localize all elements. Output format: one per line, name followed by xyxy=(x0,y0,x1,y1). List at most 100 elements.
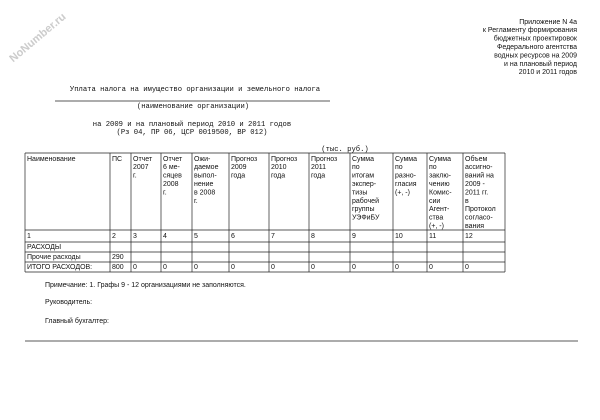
column-header: ваний на xyxy=(465,172,494,180)
column-header: Прогноз xyxy=(311,156,337,163)
column-header: в 2008 xyxy=(194,189,215,196)
column-header: ПС xyxy=(112,156,122,163)
column-header: ства xyxy=(429,215,443,222)
appendix-line: и на плановый период xyxy=(504,60,577,68)
column-number: 7 xyxy=(271,233,275,240)
column-header: Отчет xyxy=(163,156,183,163)
column-header: (+, -) xyxy=(429,223,444,230)
column-header: нение xyxy=(194,181,214,188)
column-header: Сумма xyxy=(395,156,417,163)
column-header: 6 ме- xyxy=(163,164,181,171)
column-header: ассигно- xyxy=(465,164,493,171)
column-header: Ожи- xyxy=(194,156,211,163)
column-number: 11 xyxy=(429,233,436,240)
row-value: 0 xyxy=(429,264,433,271)
column-header: г. xyxy=(194,198,198,205)
column-header: УЭФиБУ xyxy=(352,215,380,222)
row-value: 0 xyxy=(271,264,275,271)
column-header: (+, -) xyxy=(395,189,410,196)
column-header: тизы xyxy=(352,189,367,196)
column-header: итогам xyxy=(352,173,374,180)
column-header: выпол- xyxy=(194,173,217,180)
column-header: Отчет xyxy=(133,156,153,163)
row-value: 0 xyxy=(311,264,315,271)
column-header: 2008 xyxy=(163,181,179,188)
column-header: 2011 гг. xyxy=(465,189,488,196)
column-header: Агент- xyxy=(429,206,450,213)
column-header: 2010 xyxy=(271,164,287,171)
row-code: 290 xyxy=(112,254,124,261)
column-header: сии xyxy=(429,198,440,205)
column-number: 3 xyxy=(133,233,137,240)
column-header: 2009 - xyxy=(465,181,486,188)
column-header: рабочей xyxy=(352,197,379,205)
appendix-line: Федерального агентства xyxy=(497,44,577,51)
signature: Руководитель: xyxy=(45,299,92,306)
column-header: 2011 xyxy=(311,164,326,171)
appendix-line: Приложение N 4а xyxy=(519,19,577,26)
row-value: 0 xyxy=(163,264,167,271)
column-header: Прогноз xyxy=(231,156,257,163)
column-header: г. xyxy=(133,173,137,180)
column-header: группы xyxy=(352,206,374,213)
row-value: 0 xyxy=(231,264,235,271)
column-header: Наименование xyxy=(27,156,76,163)
appendix-line: бюджетных проектировок xyxy=(494,35,578,43)
column-header: 2009 xyxy=(231,164,247,171)
column-number: 1 xyxy=(27,233,31,240)
column-number: 6 xyxy=(231,233,235,240)
column-header: гласия xyxy=(395,181,417,188)
column-header: года xyxy=(231,173,245,180)
column-header: Сумма xyxy=(429,156,451,163)
column-number: 4 xyxy=(163,233,167,240)
column-header: согласо- xyxy=(465,215,493,222)
column-header: 2007 xyxy=(133,164,149,171)
column-header: Прогноз xyxy=(271,156,297,163)
column-header: сяцев xyxy=(163,173,182,180)
column-header: Протокол xyxy=(465,206,496,213)
column-header: экспер- xyxy=(352,181,377,188)
column-header: заклю- xyxy=(429,173,452,180)
column-header: г. xyxy=(163,189,167,196)
column-number: 9 xyxy=(352,233,356,240)
row-value: 0 xyxy=(395,264,399,271)
org-caption: (наименование организации) xyxy=(137,103,249,111)
column-header: Сумма xyxy=(352,156,374,163)
codes: (Рз 04, ПР 06, ЦСР 0019500, ВР 012) xyxy=(117,129,268,137)
column-number: 12 xyxy=(465,233,473,240)
title: Уплата налога на имущество организации и… xyxy=(70,86,321,94)
column-number: 8 xyxy=(311,233,315,240)
column-header: года xyxy=(311,173,325,180)
signature: Главный бухгалтер: xyxy=(45,317,109,325)
column-header: года xyxy=(271,173,285,180)
row-label: Прочие расходы xyxy=(27,254,81,261)
column-number: 10 xyxy=(395,233,403,240)
row-value: 0 xyxy=(352,264,356,271)
units: (тыс. руб.) xyxy=(321,145,368,154)
row-value: 0 xyxy=(465,264,469,271)
row-label: ИТОГО РАСХОДОВ: xyxy=(27,264,92,271)
column-number: 5 xyxy=(194,233,198,240)
column-header: Комис- xyxy=(429,189,452,196)
column-header: по xyxy=(395,164,403,171)
row-value: 0 xyxy=(194,264,198,271)
column-header: разно- xyxy=(395,173,417,180)
row-label: РАСХОДЫ xyxy=(27,244,61,251)
period: на 2009 и на плановый период 2010 и 2011… xyxy=(93,120,291,129)
column-header: по xyxy=(352,164,360,171)
column-header: в xyxy=(465,198,469,205)
appendix-line: 2010 и 2011 годов xyxy=(519,69,577,76)
column-header: Объем xyxy=(465,155,487,163)
appendix-line: водных ресурсов на 2009 xyxy=(494,52,577,59)
appendix-line: к Регламенту формирования xyxy=(483,27,577,34)
column-header: вания xyxy=(465,223,484,230)
column-header: даемое xyxy=(194,164,219,171)
column-number: 2 xyxy=(112,233,116,240)
column-header: по xyxy=(429,164,437,171)
note: Примечание: 1. Графы 9 - 12 организациям… xyxy=(45,282,246,289)
row-code: 800 xyxy=(112,264,124,271)
row-value: 0 xyxy=(133,264,137,271)
column-header: чению xyxy=(429,181,450,188)
